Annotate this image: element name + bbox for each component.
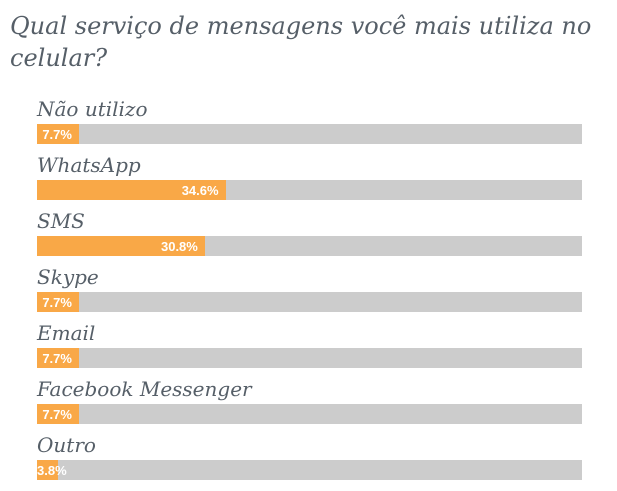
poll-bar-track: 30.8% <box>37 236 582 256</box>
poll-bar-track: 7.7% <box>37 124 582 144</box>
poll-bar-fill: 7.7% <box>37 124 79 144</box>
poll-bar-value-label: 7.7% <box>42 351 72 366</box>
poll-bar-fill: 7.7% <box>37 404 79 424</box>
poll-option-label: WhatsApp <box>37 153 141 177</box>
poll-bar-fill: 7.7% <box>37 292 79 312</box>
poll-option-row: Outro 3.8% <box>37 434 582 480</box>
poll-option-row: Não utilizo 7.7% <box>37 98 582 144</box>
poll-bar-value-label: 3.8% <box>37 463 67 478</box>
poll-bar-value-label: 7.7% <box>42 295 72 310</box>
poll-results-list: Não utilizo 7.7% WhatsApp 34.6% SMS 30.8… <box>37 98 582 480</box>
poll-option-label: Facebook Messenger <box>37 377 252 401</box>
poll-bar-value-label: 7.7% <box>42 127 72 142</box>
poll-option-row: WhatsApp 34.6% <box>37 154 582 200</box>
poll-question: Qual serviço de mensagens você mais util… <box>10 12 592 72</box>
poll-bar-fill: 3.8% <box>37 460 67 480</box>
poll-option-label: Outro <box>37 433 96 457</box>
poll-bar-track: 7.7% <box>37 348 582 368</box>
poll-bar-value-label: 30.8% <box>160 239 198 254</box>
poll-bar-fill: 7.7% <box>37 348 79 368</box>
poll-bar-value-label: 34.6% <box>181 183 219 198</box>
poll-option-row: SMS 30.8% <box>37 210 582 256</box>
poll-bar-track: 34.6% <box>37 180 582 200</box>
poll-option-row: Email 7.7% <box>37 322 582 368</box>
poll-bar-track: 7.7% <box>37 404 582 424</box>
poll-option-row: Skype 7.7% <box>37 266 582 312</box>
poll-bar-fill: 30.8% <box>37 236 205 256</box>
poll-bar-fill: 34.6% <box>37 180 226 200</box>
poll-bar-track: 7.7% <box>37 292 582 312</box>
poll-option-label: Skype <box>37 265 99 289</box>
poll-option-row: Facebook Messenger 7.7% <box>37 378 582 424</box>
poll-option-label: SMS <box>37 209 85 233</box>
poll-option-label: Email <box>37 321 96 345</box>
poll-option-label: Não utilizo <box>37 97 148 121</box>
poll-bar-track: 3.8% <box>37 460 582 480</box>
poll-bar-value-label: 7.7% <box>42 407 72 422</box>
